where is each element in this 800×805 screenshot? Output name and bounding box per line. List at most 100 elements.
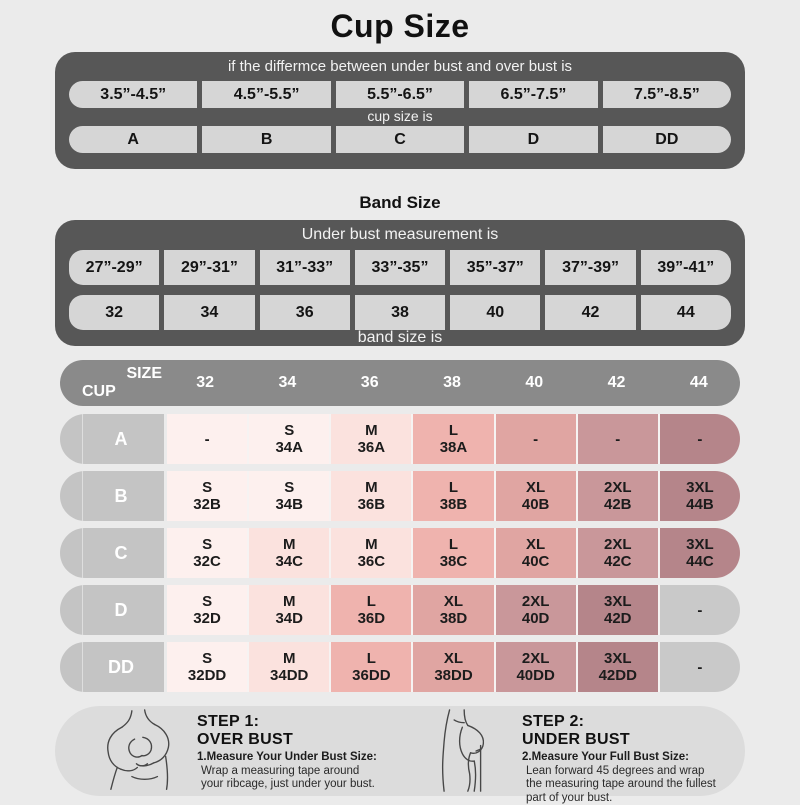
- cell-size-label: M: [365, 422, 378, 439]
- underbust-range-cell: 39”-41”: [641, 250, 731, 285]
- step-1-instruction-body: Wrap a measuring tape around your ribcag…: [197, 765, 377, 792]
- cell-size-code: 42DD: [599, 667, 637, 684]
- cell-size-code: 34DD: [270, 667, 308, 684]
- cup-letter-cell: DD: [603, 126, 731, 153]
- cell-size-code: 38D: [440, 610, 468, 627]
- cup-table-mid-label: cup size is: [55, 108, 745, 124]
- cup-size-table: if the differmce between under bust and …: [55, 52, 745, 169]
- cell-size-code: 38B: [440, 496, 468, 513]
- cell-size-label: 3XL: [604, 650, 632, 667]
- matrix-column-header: 38: [411, 360, 493, 406]
- step-2-instruction-body: Lean forward 45 degrees and wrap the mea…: [522, 765, 716, 805]
- matrix-column-header: 32: [164, 360, 246, 406]
- size-matrix-cell: -: [658, 414, 740, 464]
- corner-cup-label: CUP: [82, 383, 116, 401]
- underbust-range-cell: 33”-35”: [355, 250, 445, 285]
- cell-size-code: 40DD: [516, 667, 554, 684]
- step-2-heading: STEP 2:: [522, 713, 716, 731]
- cell-size-code: 34C: [275, 553, 303, 570]
- cup-row-label: A: [60, 414, 164, 464]
- band-number-cell: 38: [355, 295, 445, 330]
- matrix-column-header: 36: [329, 360, 411, 406]
- band-number-cell: 40: [450, 295, 540, 330]
- matrix-column-header: 40: [493, 360, 575, 406]
- cell-size-label: -: [697, 659, 702, 676]
- cell-size-label: 3XL: [686, 536, 714, 553]
- underbust-range-cell: 35”-37”: [450, 250, 540, 285]
- band-size-title: Band Size: [0, 193, 800, 213]
- cell-size-label: S: [284, 422, 294, 439]
- step-1-text: STEP 1: OVER BUST 1.Measure Your Under B…: [197, 706, 377, 792]
- cell-size-code: 32D: [193, 610, 221, 627]
- cell-size-label: XL: [526, 536, 545, 553]
- step-2-instruction-title: 2.Measure Your Full Bust Size:: [522, 751, 716, 765]
- step-1-area: OVER BUST: [197, 731, 377, 749]
- cell-size-label: L: [449, 422, 458, 439]
- underbust-range-cell: 27”-29”: [69, 250, 159, 285]
- cell-size-label: L: [367, 650, 376, 667]
- cell-size-label: 3XL: [686, 479, 714, 496]
- cell-size-label: S: [202, 536, 212, 553]
- band-number-cell: 44: [641, 295, 731, 330]
- band-number-cell: 36: [260, 295, 350, 330]
- matrix-column-header: 44: [658, 360, 740, 406]
- cell-size-code: 42D: [604, 610, 632, 627]
- cell-size-label: S: [284, 479, 294, 496]
- cell-size-code: 44B: [686, 496, 714, 513]
- cup-difference-cell: 7.5”-8.5”: [603, 81, 731, 108]
- matrix-column-header: 42: [575, 360, 657, 406]
- cell-size-code: 36DD: [352, 667, 390, 684]
- cup-letter-cell: A: [69, 126, 197, 153]
- cell-size-label: S: [202, 650, 212, 667]
- measuring-under-bust-figure-icon: [420, 709, 512, 793]
- matrix-corner-cell: SIZE CUP: [60, 360, 164, 406]
- step-1-heading: STEP 1:: [197, 713, 377, 731]
- band-number-cell: 34: [164, 295, 254, 330]
- cell-size-label: XL: [444, 650, 463, 667]
- cup-difference-cell: 6.5”-7.5”: [469, 81, 597, 108]
- cup-difference-cell: 4.5”-5.5”: [202, 81, 330, 108]
- cell-size-label: 3XL: [604, 593, 632, 610]
- cell-size-label: XL: [526, 479, 545, 496]
- cell-size-code: 36B: [358, 496, 386, 513]
- cup-table-header: if the differmce between under bust and …: [55, 58, 745, 76]
- cell-size-label: M: [283, 593, 296, 610]
- cup-row-label: DD: [60, 642, 164, 692]
- cell-size-code: 42B: [604, 496, 632, 513]
- step-2-text: STEP 2: UNDER BUST 2.Measure Your Full B…: [522, 706, 716, 805]
- cell-size-code: 32B: [193, 496, 221, 513]
- cell-size-code: 34B: [275, 496, 303, 513]
- cell-size-code: 34A: [275, 439, 303, 456]
- cell-size-code: 40D: [522, 610, 550, 627]
- step-1-instruction-title: 1.Measure Your Under Bust Size:: [197, 751, 377, 765]
- cell-size-label: S: [202, 479, 212, 496]
- cell-size-code: 38A: [440, 439, 468, 456]
- step-2-block: STEP 2: UNDER BUST 2.Measure Your Full B…: [420, 706, 745, 796]
